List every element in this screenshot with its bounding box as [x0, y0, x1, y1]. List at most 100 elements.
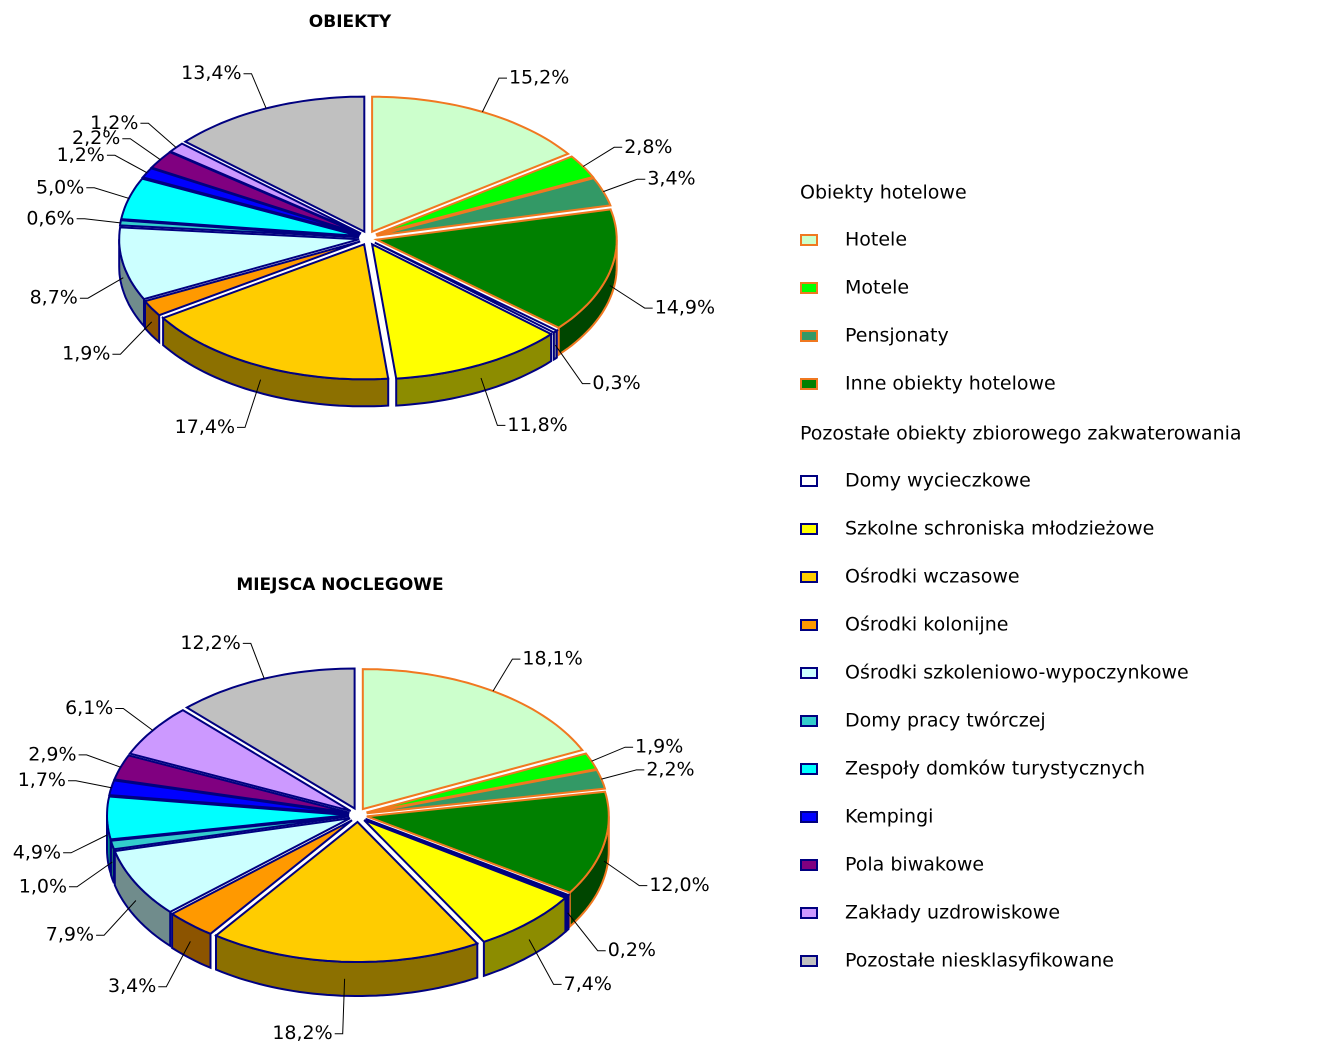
leader-line — [603, 860, 648, 887]
legend-label: Pola biwakowe — [845, 854, 984, 876]
legend-swatch — [800, 475, 818, 487]
legend-swatch — [800, 378, 818, 390]
data-label: 13,4% — [181, 62, 241, 84]
legend-label: Ośrodki szkoleniowo-wypoczynkowe — [845, 662, 1189, 684]
data-label: 1,2% — [57, 144, 105, 166]
legend-swatch — [800, 955, 818, 967]
leader-line — [609, 285, 653, 309]
legend-swatch — [800, 330, 818, 342]
legend-swatch — [800, 571, 818, 583]
data-label: 15,2% — [509, 67, 569, 89]
slice — [105, 795, 350, 841]
data-label: 5,0% — [36, 176, 84, 198]
data-label: 18,1% — [522, 648, 582, 670]
leader-line — [112, 321, 153, 355]
slice — [168, 142, 362, 235]
leader-line — [242, 642, 265, 679]
leader-line — [76, 218, 121, 224]
leader-line — [603, 178, 646, 193]
leader-line — [106, 154, 148, 174]
slice — [370, 242, 554, 380]
chart-title: OBIEKTY — [309, 12, 392, 32]
leader-line — [480, 377, 506, 426]
legend-label: Szkolne schroniska młodzieżowe — [845, 518, 1154, 540]
data-label: 0,2% — [608, 939, 656, 961]
leader-line — [96, 900, 137, 936]
legend-label: Pensjonaty — [845, 325, 949, 347]
data-label: 4,9% — [13, 841, 61, 863]
data-label: 0,3% — [592, 372, 640, 394]
legend-swatch — [800, 715, 818, 727]
leader-line — [591, 746, 634, 762]
legend-label: Ośrodki wczasowe — [845, 566, 1020, 588]
data-label: 1,7% — [18, 769, 66, 791]
legend-group-title: Pozostałe obiekty zbiorowego zakwaterowa… — [800, 423, 1242, 445]
leader-line — [122, 138, 161, 161]
slice — [119, 177, 360, 238]
legend-swatch — [800, 619, 818, 631]
legend-label: Ośrodki kolonijne — [845, 614, 1008, 636]
slice — [366, 768, 607, 815]
leader-line — [334, 978, 346, 1035]
legend-swatch — [800, 282, 818, 294]
legend-label: Motele — [845, 277, 909, 299]
slice — [363, 819, 568, 943]
data-label: 2,2% — [72, 127, 120, 149]
legend-label: Inne obiekty hotelowe — [845, 373, 1056, 395]
slice — [365, 817, 571, 898]
slice — [113, 817, 351, 914]
slice — [170, 819, 353, 935]
data-label: 12,2% — [180, 632, 240, 654]
slice — [161, 242, 390, 381]
slice — [366, 790, 610, 894]
data-label: 18,2% — [272, 1022, 332, 1044]
data-label: 1,2% — [90, 112, 138, 134]
legend-label: Zespoły domków turystycznych — [845, 758, 1145, 780]
legend-swatch — [800, 234, 818, 246]
leader-line — [68, 780, 112, 789]
data-label: 7,4% — [564, 973, 612, 995]
leader-line — [528, 939, 562, 985]
slice — [183, 95, 366, 234]
leader-line — [567, 912, 606, 952]
slice — [374, 241, 559, 334]
data-label: 17,4% — [175, 416, 235, 438]
leader-line — [582, 146, 623, 167]
slice — [112, 754, 350, 814]
leader-line — [237, 379, 262, 428]
data-label: 1,0% — [19, 875, 67, 897]
legend-swatch — [800, 763, 818, 775]
slice — [373, 208, 618, 329]
data-label: 8,7% — [30, 287, 78, 309]
legend-swatch — [800, 907, 818, 919]
slice — [143, 240, 361, 317]
legend-label: Hotele — [845, 229, 907, 251]
legend-label: Domy pracy twórczej — [845, 710, 1046, 732]
legend-swatch — [800, 859, 818, 871]
leader-line — [158, 941, 191, 988]
leader-line — [492, 658, 521, 692]
slice-side — [552, 328, 558, 362]
leader-line — [79, 277, 124, 299]
data-label: 3,4% — [108, 975, 156, 997]
leader-line — [554, 344, 591, 385]
legend-swatch — [800, 811, 818, 823]
legend-swatch — [800, 523, 818, 535]
slice — [109, 815, 350, 851]
data-label: 1,9% — [62, 343, 110, 365]
data-label: 12,0% — [649, 874, 709, 896]
data-label: 3,4% — [647, 168, 695, 190]
data-label: 7,9% — [46, 924, 94, 946]
data-label: 6,1% — [65, 697, 113, 719]
leader-line — [481, 77, 507, 113]
slice — [149, 150, 361, 236]
leader-line — [69, 861, 113, 888]
data-label: 14,9% — [655, 297, 715, 319]
leader-line — [78, 754, 121, 768]
data-label: 0,6% — [26, 207, 74, 229]
leader-line — [63, 834, 108, 854]
legend-label: Pozostałe niesklasyfikowane — [845, 950, 1114, 972]
legend-label: Zakłady uzdrowiskowe — [845, 902, 1060, 924]
slice — [128, 708, 352, 812]
